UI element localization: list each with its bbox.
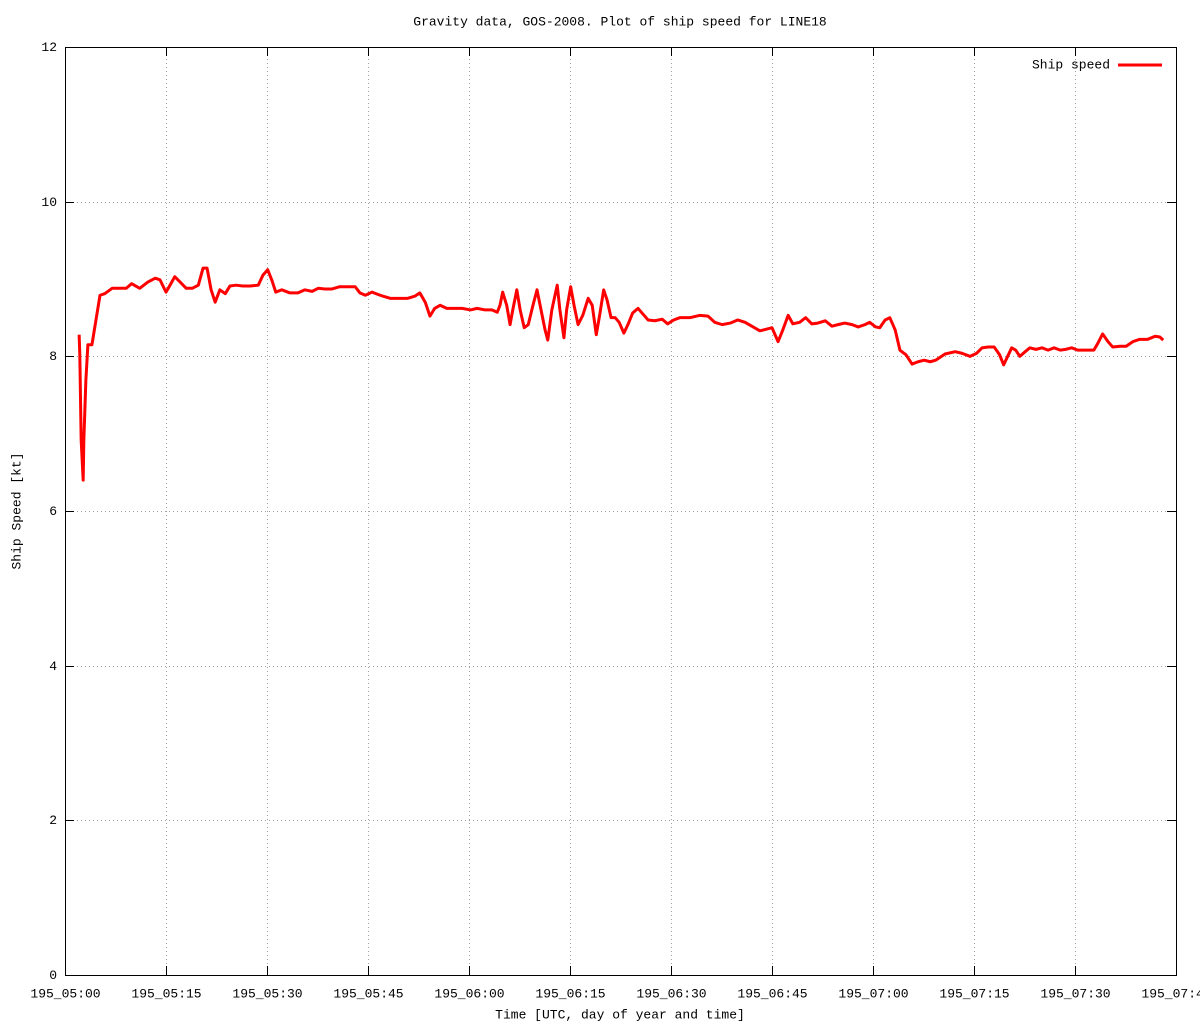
chart-title: Gravity data, GOS-2008. Plot of ship spe… [413, 14, 826, 29]
x-tick-label: 195_05:15 [131, 986, 201, 1001]
y-axis-label: Ship Speed [kt] [9, 452, 24, 569]
y-tick-label: 2 [49, 813, 57, 828]
x-tick-label: 195_06:45 [737, 986, 807, 1001]
x-tick-label: 195_07:45 [1141, 986, 1200, 1001]
x-axis-label: Time [UTC, day of year and time] [495, 1007, 745, 1022]
x-tick-label: 195_05:45 [333, 986, 403, 1001]
legend-label: Ship speed [1032, 57, 1110, 72]
x-tick-label: 195_05:00 [30, 986, 100, 1001]
x-tick-label: 195_06:30 [636, 986, 706, 1001]
y-tick-label: 0 [49, 968, 57, 983]
x-tick-label: 195_06:15 [535, 986, 605, 1001]
y-tick-label: 6 [49, 504, 57, 519]
data-line [77, 266, 1165, 482]
x-tick-label: 195_07:00 [838, 986, 908, 1001]
y-tick-label: 8 [49, 349, 57, 364]
x-tick-label: 195_05:30 [232, 986, 302, 1001]
y-tick-label: 10 [41, 195, 57, 210]
x-tick-label: 195_06:00 [434, 986, 504, 1001]
y-tick-label: 12 [41, 40, 57, 55]
x-tick-label: 195_07:15 [939, 986, 1009, 1001]
x-tick-label: 195_07:30 [1040, 986, 1110, 1001]
y-tick-label: 4 [49, 659, 57, 674]
plot-border [65, 47, 1177, 976]
